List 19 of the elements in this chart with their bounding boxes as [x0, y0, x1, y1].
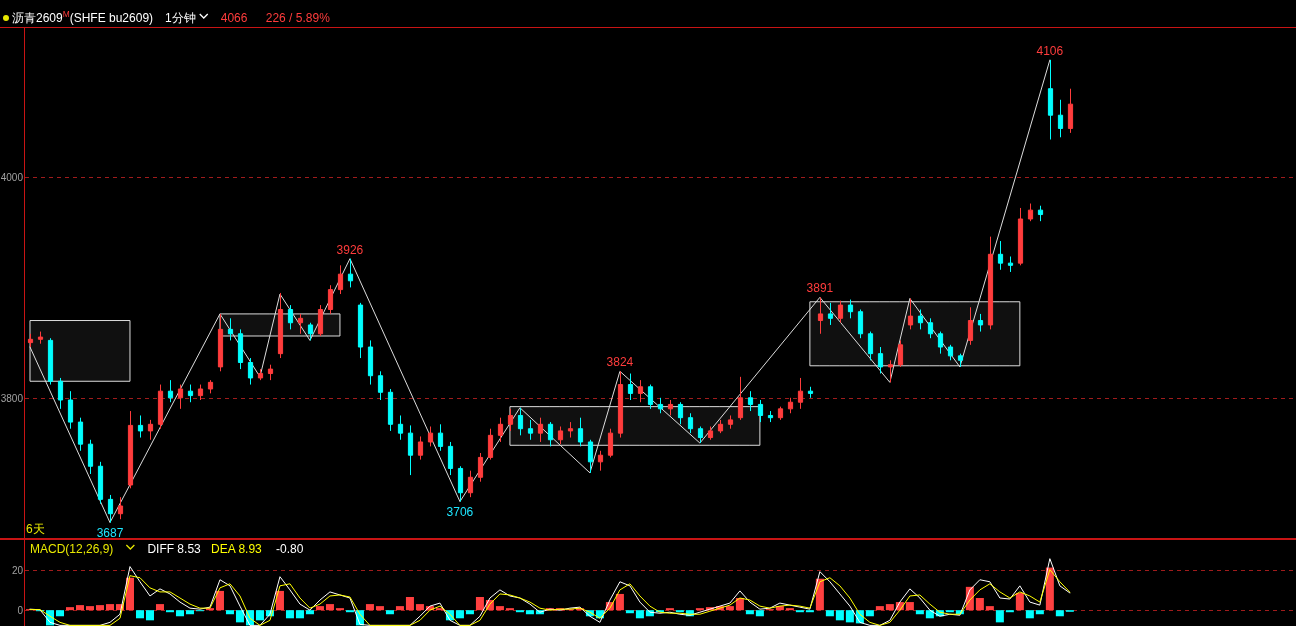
- text: DEA 8.93: [211, 542, 263, 556]
- y-tick-label: 20: [11, 564, 24, 576]
- annotation: -0.80: [276, 542, 304, 556]
- chart-subtitle: 1分钟: [165, 11, 196, 25]
- data-label: 3824: [606, 355, 634, 370]
- y-tick-label: 3800: [0, 392, 24, 404]
- text: 226 / 5.89%: [265, 11, 331, 25]
- data-label: 3926: [336, 242, 364, 257]
- y-tick-label: 4000: [0, 172, 24, 184]
- text: 4066: [220, 11, 248, 25]
- series-label: DIFF 8.53: [147, 542, 202, 556]
- annotation: 6天: [26, 522, 45, 536]
- y-tick-label: 0: [17, 605, 24, 617]
- data-label: 4106: [1036, 44, 1064, 59]
- chart-title: 沥青2609$^{M}$(SHFE bu2609): [12, 9, 154, 25]
- chart-title: MACD(12,26,9): [30, 542, 114, 556]
- data-label: 3687: [96, 525, 124, 540]
- data-label: 3891: [806, 281, 834, 296]
- data-label: 3706: [446, 504, 474, 519]
